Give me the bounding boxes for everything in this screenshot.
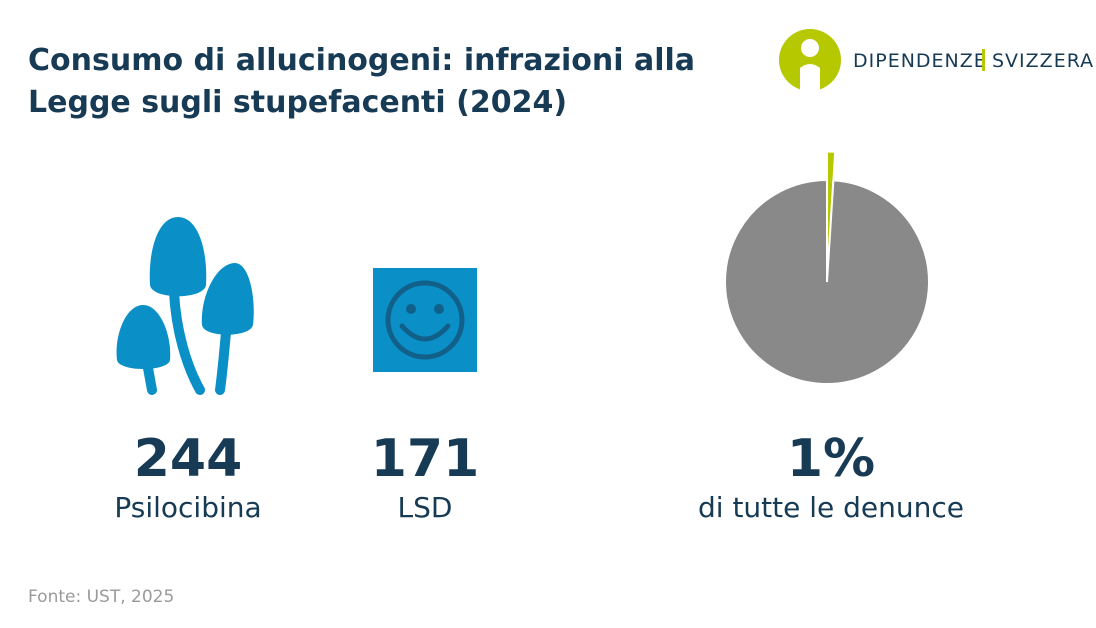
stat-label: Psilocibina — [114, 491, 261, 524]
source: Fonte: UST, 2025 — [28, 587, 174, 607]
pie-slice — [724, 178, 930, 385]
pie-chart — [724, 150, 930, 385]
logo-head — [801, 39, 819, 57]
logo-text-right: SVIZZERA — [992, 50, 1094, 72]
lsd-icon — [373, 268, 477, 372]
logo-text-left: DIPENDENZE — [853, 50, 987, 72]
logo-circle — [779, 29, 841, 91]
stat-label: LSD — [398, 491, 453, 524]
pie-caption: di tutte le denunce — [698, 491, 964, 524]
logo-divider — [982, 49, 985, 71]
title-line-1: Consumo di allucinogeni: infrazioni alla — [28, 43, 695, 78]
stat-value: 244 — [134, 429, 243, 489]
mushroom-icon — [116, 217, 254, 395]
logo-body — [800, 64, 820, 91]
pie-value-label: 1% — [787, 429, 875, 489]
title-line-2: Legge sugli stupefacenti (2024) — [28, 85, 567, 120]
logo: DIPENDENZE SVIZZERA — [779, 29, 1094, 91]
stat-value: 171 — [371, 429, 480, 489]
